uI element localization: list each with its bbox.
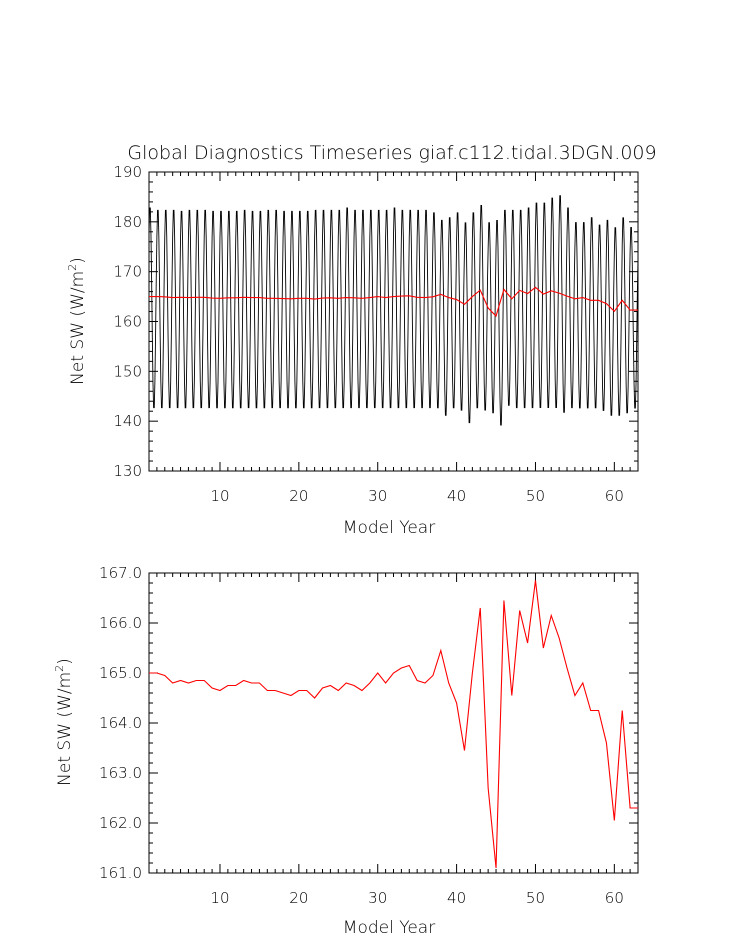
- y-tick-label: 167.0: [99, 564, 142, 582]
- x-tick-label: 30: [368, 487, 387, 505]
- x-tick-label: 50: [526, 889, 545, 907]
- y-tick-label: 165.0: [99, 664, 142, 682]
- x-tick-label: 40: [447, 487, 466, 505]
- x-axis-label-bottom: Model Year: [343, 918, 435, 938]
- chart-top: 10 20 30 40 50 60 130 140 150 160 170 180 190 Model …: [66, 163, 639, 538]
- y-tick-label: 166.0: [99, 614, 142, 632]
- y-tick-label: 170: [113, 263, 142, 281]
- x-tick-label: 30: [368, 889, 387, 907]
- y-tick-label: 140: [113, 412, 142, 430]
- y-tick-label: 190: [113, 163, 142, 181]
- x-axis-label-top: Model Year: [343, 518, 435, 538]
- series-line-top-0: [148, 195, 639, 426]
- y-axis-label-top: Net SW (W/m2): [66, 257, 88, 385]
- y-tick-label: 130: [113, 462, 142, 480]
- y-tick-label: 163.0: [99, 764, 142, 782]
- x-tick-label: 20: [289, 487, 308, 505]
- plot-frame-bottom: [148, 572, 639, 874]
- y-tick-label: 162.0: [99, 814, 142, 832]
- series-line-bottom-0: [149, 580, 638, 869]
- y-tick-label: 150: [113, 362, 142, 380]
- series-top: [148, 195, 639, 426]
- x-tick-label: 10: [210, 889, 229, 907]
- y-axis-label-bottom: Net SW (W/m2): [53, 658, 75, 786]
- chart-bottom: 10 20 30 40 50 60 161.0 162.0 163.0 164.0 165.0 166…: [53, 564, 639, 938]
- series-line-top-1: [149, 286, 638, 318]
- x-tick-label: 40: [447, 889, 466, 907]
- y-tick-label: 160: [113, 313, 142, 331]
- x-tick-label: 60: [605, 889, 624, 907]
- y-tick-label: 164.0: [99, 714, 142, 732]
- y-axis-ticks-bottom: 10 20 30 40 50 60 161.0 162.0 163.0 164.0 165.0 166…: [99, 564, 639, 907]
- figure-title: Global Diagnostics Timeseries giaf.c112.…: [127, 142, 656, 164]
- x-tick-label: 60: [605, 487, 624, 505]
- y-tick-label: 180: [113, 213, 142, 231]
- series-bottom: [149, 580, 638, 869]
- x-tick-label: 20: [289, 889, 308, 907]
- x-tick-label: 50: [526, 487, 545, 505]
- x-tick-label: 10: [210, 487, 229, 505]
- y-tick-label: 161.0: [99, 864, 142, 882]
- y-axis-ticks-top: 10 20 30 40 50 60 130 140 150 160 170 180 190: [113, 163, 639, 505]
